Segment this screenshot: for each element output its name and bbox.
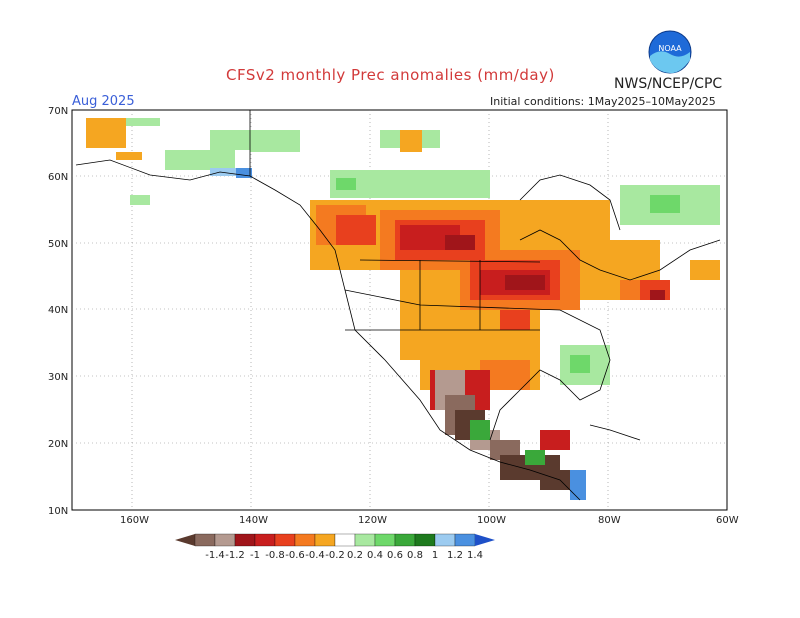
- longitude-labels: 160W 140W 120W 100W 80W 60W: [120, 515, 739, 526]
- lat-label: 70N: [48, 106, 68, 117]
- lat-label: 20N: [48, 439, 68, 450]
- colorbar-label: 0.4: [367, 550, 383, 561]
- colorbar-swatch: [314, 533, 336, 547]
- colorbar-label: 0.6: [387, 550, 403, 561]
- colorbar-label: -0.4: [305, 550, 325, 561]
- lon-label: 140W: [239, 515, 268, 526]
- colorbar-swatch: [294, 533, 316, 547]
- colorbar-label: -1: [250, 550, 260, 561]
- colorbar-swatch: [434, 533, 456, 547]
- colorbar-label: -1.2: [225, 550, 245, 561]
- lon-label: 160W: [120, 515, 149, 526]
- colorbar-label: -1.4: [205, 550, 225, 561]
- noaa-logo-icon: NOAA: [648, 30, 692, 74]
- lat-label: 50N: [48, 239, 68, 250]
- colorbar-swatch: [414, 533, 436, 547]
- colorbar-label: 0.2: [347, 550, 363, 561]
- logo-text: NOAA: [658, 44, 682, 53]
- coastlines: [75, 110, 721, 501]
- colorbar-label: 1.2: [447, 550, 463, 561]
- colorbar-label: -0.6: [285, 550, 305, 561]
- colorbar: -1.4 -1.2 -1 -0.8 -0.6 -0.4 -0.2 0.2 0.4 0.6 0.8 1 1…: [175, 533, 495, 561]
- colorbar-label: -0.8: [265, 550, 285, 561]
- lat-label: 10N: [48, 506, 68, 517]
- agency-label: NWS/NCEP/CPC: [614, 76, 723, 92]
- colorbar-swatch: [214, 533, 236, 547]
- lon-label: 60W: [716, 515, 739, 526]
- colorbar-swatch: [254, 533, 276, 547]
- colorbar-swatch: [454, 533, 476, 547]
- lat-label: 40N: [48, 305, 68, 316]
- lon-label: 100W: [477, 515, 506, 526]
- colorbar-swatch: [194, 533, 216, 547]
- colorbar-label: 1: [432, 550, 438, 561]
- latitude-labels: 70N 60N 50N 40N 30N 20N 10N: [48, 106, 68, 517]
- colorbar-label: 0.8: [407, 550, 423, 561]
- colorbar-swatch: [374, 533, 396, 547]
- colorbar-label: 1.4: [467, 550, 483, 561]
- lon-label: 80W: [598, 515, 621, 526]
- colorbar-swatch: [234, 533, 256, 547]
- colorbar-label: -0.2: [325, 550, 345, 561]
- initial-conditions: Initial conditions: 1May2025–10May2025: [490, 95, 716, 108]
- colorbar-swatch: [394, 533, 416, 547]
- anomaly-field: [86, 118, 720, 500]
- colorbar-arrow-left: [175, 534, 195, 546]
- colorbar-swatch: [334, 533, 356, 547]
- lon-label: 120W: [358, 515, 387, 526]
- lat-label: 60N: [48, 172, 68, 183]
- map-title: CFSv2 monthly Prec anomalies (mm/day): [226, 66, 555, 84]
- forecast-month: Aug 2025: [72, 94, 135, 109]
- colorbar-arrow-right: [475, 534, 495, 546]
- lat-label: 30N: [48, 372, 68, 383]
- colorbar-swatch: [274, 533, 296, 547]
- colorbar-swatch: [354, 533, 376, 547]
